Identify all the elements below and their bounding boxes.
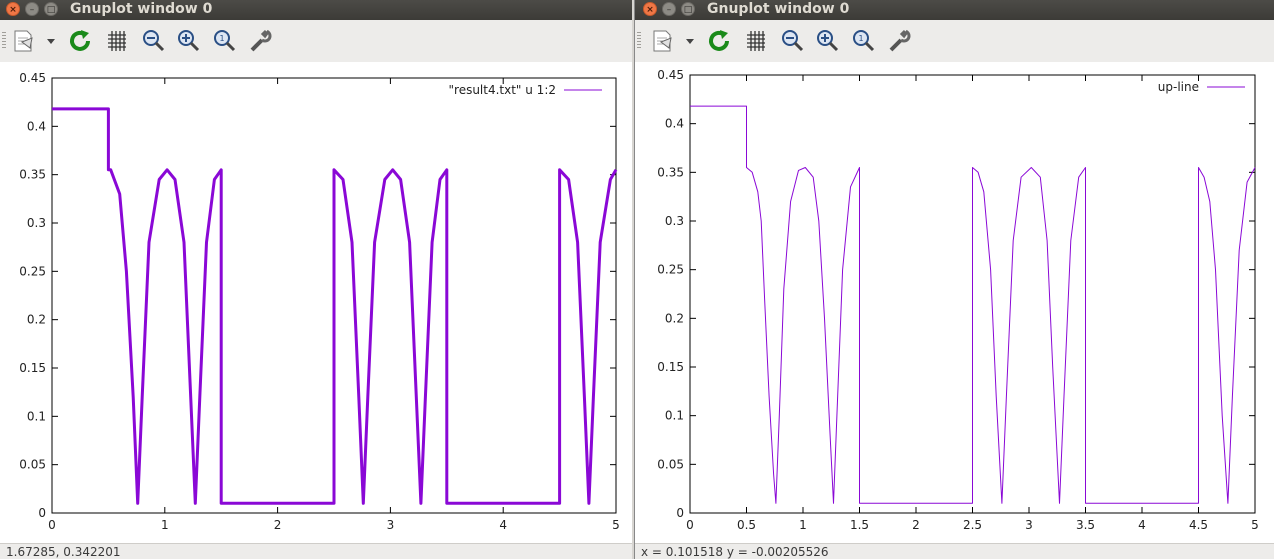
copy-to-clipboard-icon[interactable] [10,28,36,54]
toolbar: 1 [635,20,1274,63]
grid-icon[interactable] [743,28,769,54]
gnuplot-window-left: × – □ Gnuplot window 0 1 0 0.05 0. [0,0,632,559]
status-bar: x = 0.101518 y = -0.00205526 [635,543,1274,559]
toolbar-grip [2,32,6,50]
y-tick-label: 0.3 [665,214,684,228]
toolbar-grip [637,32,641,50]
zoom-previous-icon[interactable] [140,28,166,54]
zoom-next-icon[interactable] [175,28,201,54]
minimize-button[interactable]: – [25,2,39,16]
x-tick-label: 2 [912,518,920,532]
plot-border [51,77,617,514]
x-tick-label: 5 [612,518,620,532]
y-tick-label: 0.1 [665,409,684,423]
zoom-previous-icon[interactable] [779,28,805,54]
x-tick-label: 4 [499,518,507,532]
x-tick-label: 5 [1251,518,1259,532]
toolbar: 1 [0,20,632,63]
x-tick-label: 4 [1138,518,1146,532]
maximize-button[interactable]: □ [44,2,58,16]
copy-to-clipboard-icon[interactable] [649,28,675,54]
replot-icon[interactable] [707,28,733,54]
status-bar: 1.67285, 0.342201 [0,543,632,559]
legend-label: "result4.txt" u 1:2 [449,83,557,97]
close-button[interactable]: × [643,2,657,16]
y-tick-label: 0.2 [27,313,46,327]
minimize-button[interactable]: – [662,2,676,16]
x-tick-label: 4.5 [1189,518,1208,532]
svg-text:1: 1 [219,34,224,43]
config-icon[interactable] [887,28,913,54]
y-tick-label: 0 [38,506,46,520]
plot-canvas[interactable]: 0 0.05 0.1 0.15 0.2 0.25 0.3 0.35 0.4 0.45 0 0.5 1 1.… [635,62,1274,543]
y-tick-label: 0.45 [19,71,46,85]
window-title: Gnuplot window 0 [707,1,850,17]
gnuplot-window-right: × – □ Gnuplot window 0 1 0 0.05 0. [634,0,1274,559]
window-title: Gnuplot window 0 [70,1,213,17]
y-tick-label: 0.2 [665,311,684,325]
x-tick-label: 0.5 [737,518,756,532]
x-tick-label: 3 [1025,518,1033,532]
dropdown-arrow-icon[interactable] [683,28,697,54]
chart-left[interactable]: 0 0.05 0.1 0.15 0.2 0.25 0.3 0.35 0.4 0.45 0 1 2 3 4 5 "… [0,62,632,543]
maximize-button[interactable]: □ [681,2,695,16]
y-tick-label: 0.4 [665,117,684,131]
close-button[interactable]: × [6,2,20,16]
svg-text:1: 1 [858,34,863,43]
x-tick-label: 2.5 [963,518,982,532]
grid-icon[interactable] [104,28,130,54]
chart-right[interactable]: 0 0.05 0.1 0.15 0.2 0.25 0.3 0.35 0.4 0.45 0 0.5 1 1.… [635,62,1274,543]
zoom-next-icon[interactable] [814,28,840,54]
y-tick-label: 0.05 [657,457,684,471]
x-tick-label: 0 [48,518,56,532]
series-line [690,105,1256,504]
dropdown-arrow-icon[interactable] [44,28,58,54]
y-tick-label: 0.1 [27,409,46,423]
y-tick-label: 0.15 [657,360,684,374]
y-tick-label: 0.25 [19,264,46,278]
replot-icon[interactable] [68,28,94,54]
x-tick-label: 3.5 [1076,518,1095,532]
series-line [52,107,618,505]
y-tick-label: 0.25 [657,263,684,277]
title-bar[interactable]: × – □ Gnuplot window 0 [635,0,1274,20]
x-tick-label: 1 [799,518,807,532]
y-tick-label: 0.15 [19,361,46,375]
plot-canvas[interactable]: 0 0.05 0.1 0.15 0.2 0.25 0.3 0.35 0.4 0.45 0 1 2 3 4 5 "… [0,62,632,543]
y-tick-label: 0 [676,506,684,520]
x-tick-label: 1.5 [850,518,869,532]
x-tick-label: 3 [387,518,395,532]
title-bar[interactable]: × – □ Gnuplot window 0 [0,0,632,20]
autoscale-icon[interactable]: 1 [850,28,876,54]
y-tick-label: 0.35 [19,168,46,182]
y-tick-label: 0.3 [27,216,46,230]
y-tick-label: 0.35 [657,165,684,179]
x-tick-label: 0 [686,518,694,532]
autoscale-icon[interactable]: 1 [211,28,237,54]
x-tick-label: 1 [161,518,169,532]
y-tick-label: 0.05 [19,458,46,472]
x-tick-label: 2 [274,518,282,532]
config-icon[interactable] [248,28,274,54]
y-tick-label: 0.45 [657,68,684,82]
y-tick-label: 0.4 [27,119,46,133]
legend-label: up-line [1158,80,1199,94]
